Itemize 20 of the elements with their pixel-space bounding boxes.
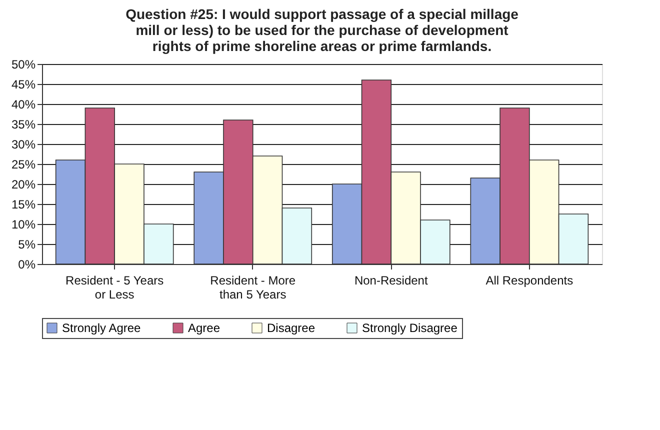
y-tick-label: 0% [18, 258, 36, 272]
y-tick-label: 25% [11, 158, 36, 172]
legend-label: Strongly Disagree [362, 321, 458, 335]
legend-label: Agree [188, 321, 220, 335]
y-tick-label: 30% [11, 138, 36, 152]
y-tick-label: 15% [11, 198, 36, 212]
chart-title: Question #25: I would support passage of a special millage mill or less) to be used for the purchase of development rights of prime shoreline areas or prime farmlands. [126, 6, 519, 54]
y-tick-label: 40% [11, 98, 36, 112]
x-tick-label: All Respondents [486, 274, 574, 288]
y-tick-label: 5% [18, 238, 36, 252]
y-tick-label: 20% [11, 178, 36, 192]
x-tick-label: Non-Resident [354, 274, 428, 288]
y-tick-label: 10% [11, 218, 36, 232]
legend-label: Strongly Agree [62, 321, 142, 335]
y-tick-label: 35% [11, 118, 36, 132]
x-tick-label: Resident - More than 5 Years [210, 274, 296, 302]
y-tick-label: 50% [11, 58, 36, 72]
y-tick-label: 45% [11, 78, 36, 92]
legend-label: Disagree [267, 321, 316, 335]
x-tick-label: Resident - 5 Years or Less [66, 274, 164, 302]
